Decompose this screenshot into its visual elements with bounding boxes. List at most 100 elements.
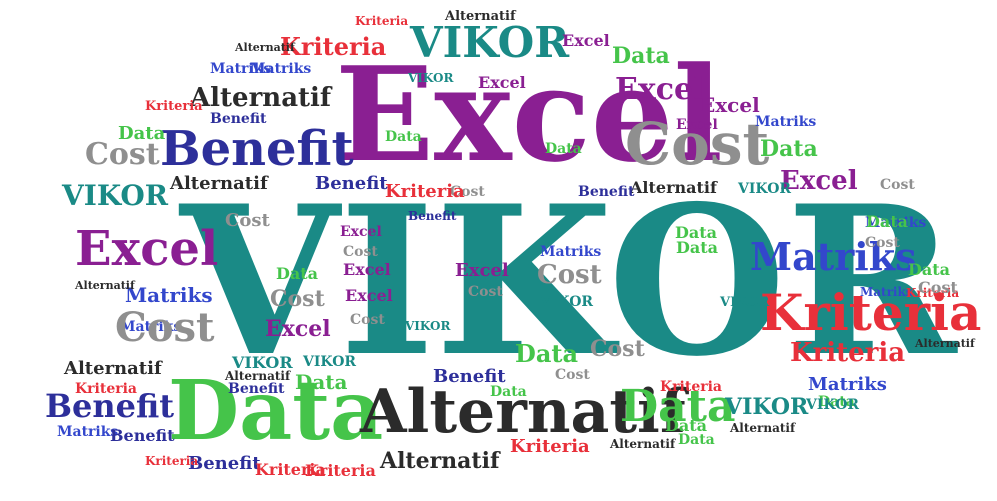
- word-cost: Cost: [225, 210, 270, 231]
- word-excel: Excel: [343, 260, 391, 279]
- word-benefit: Benefit: [210, 111, 267, 127]
- word-kriteria: Kriteria: [305, 461, 376, 480]
- word-vikor: VIKOR: [738, 181, 792, 197]
- word-vikor: VIKOR: [540, 294, 594, 310]
- word-data: Data: [490, 384, 527, 400]
- word-data: Data: [118, 123, 166, 144]
- word-matriks: Matriks: [755, 114, 817, 130]
- word-cost: Cost: [450, 184, 485, 200]
- word-benefit: Benefit: [228, 381, 285, 397]
- word-cost: Cost: [865, 235, 900, 251]
- word-data: Data: [168, 363, 384, 459]
- word-data: Data: [818, 394, 855, 410]
- word-cost: Cost: [918, 278, 958, 297]
- word-excel: Excel: [562, 31, 610, 50]
- word-benefit: Benefit: [45, 387, 175, 425]
- word-alternatif: Alternatif: [630, 178, 717, 197]
- word-alternatif: Alternatif: [610, 437, 676, 451]
- word-kriteria: Kriteria: [145, 99, 203, 114]
- word-data: Data: [385, 129, 422, 145]
- word-data: Data: [545, 141, 582, 157]
- word-alternatif: Alternatif: [75, 279, 135, 292]
- word-kriteria: Kriteria: [660, 379, 723, 395]
- word-alternatif: Alternatif: [235, 41, 295, 54]
- word-kriteria: Kriteria: [760, 283, 982, 342]
- word-excel: Excel: [780, 166, 858, 196]
- word-data: Data: [620, 381, 736, 432]
- word-data: Data: [908, 260, 950, 279]
- word-matriks: Matriks: [860, 285, 913, 299]
- word-alternatif: Alternatif: [190, 83, 332, 113]
- word-benefit: Benefit: [578, 184, 635, 200]
- word-cost: Cost: [350, 312, 385, 328]
- word-cost: Cost: [115, 304, 215, 351]
- word-alternatif: Alternatif: [915, 337, 975, 350]
- word-kriteria: Kriteria: [385, 181, 465, 202]
- word-matriks: Matriks: [540, 244, 602, 260]
- word-matriks: Matriks: [125, 283, 213, 307]
- word-alternatif: Alternatif: [445, 9, 516, 24]
- word-excel: Excel: [340, 224, 382, 240]
- word-matriks: Matriks: [120, 319, 182, 335]
- word-cost: Cost: [270, 286, 325, 312]
- word-vikor: VIKOR: [62, 179, 169, 212]
- word-vikor: VIKOR: [725, 394, 809, 420]
- word-cost: Cost: [343, 244, 378, 260]
- word-kriteria: Kriteria: [355, 14, 409, 28]
- word-cost: Cost: [590, 336, 645, 362]
- word-alternatif: Alternatif: [730, 421, 796, 435]
- word-excel: Excel: [478, 73, 526, 92]
- word-cost: Cost: [468, 284, 503, 300]
- word-benefit: Benefit: [408, 209, 457, 223]
- word-cost: Cost: [625, 110, 770, 178]
- word-benefit: Benefit: [110, 426, 175, 445]
- word-cost: Cost: [880, 177, 915, 193]
- word-excel: Excel: [700, 93, 760, 117]
- word-benefit: Benefit: [160, 121, 354, 177]
- word-vikor: VIKOR: [720, 295, 770, 310]
- word-matriks: Matriks: [210, 61, 272, 77]
- word-data: Data: [676, 238, 718, 257]
- word-excel: Excel: [345, 286, 393, 305]
- word-kriteria: Kriteria: [790, 338, 906, 368]
- word-data: Data: [665, 416, 707, 435]
- word-excel: Excel: [335, 38, 723, 191]
- word-vikor: VIKOR: [303, 354, 357, 370]
- word-vikor: VIKOR: [410, 18, 570, 67]
- word-data: Data: [612, 43, 670, 69]
- word-matriks: Matriks: [250, 61, 312, 77]
- word-matriks: Matriks: [865, 215, 927, 231]
- word-alternatif: Alternatif: [360, 377, 686, 447]
- word-excel: Excel: [676, 117, 718, 133]
- word-matriks: Matriks: [808, 374, 887, 395]
- word-excel: Excel: [615, 72, 705, 107]
- word-cost: Cost: [555, 367, 590, 383]
- word-vikor: VIKOR: [232, 353, 293, 372]
- word-data: Data: [515, 339, 578, 368]
- word-excel: Excel: [75, 221, 219, 277]
- word-matriks: Matriks: [57, 424, 119, 440]
- word-alternatif: Alternatif: [380, 448, 500, 474]
- word-benefit: Benefit: [188, 453, 261, 474]
- word-kriteria: Kriteria: [145, 454, 199, 468]
- word-data: Data: [678, 432, 715, 448]
- word-kriteria: Kriteria: [75, 381, 138, 397]
- word-vikor: VIKOR: [806, 397, 860, 413]
- word-benefit: Benefit: [315, 173, 388, 194]
- word-benefit: Benefit: [433, 366, 506, 387]
- word-alternatif: Alternatif: [225, 369, 291, 383]
- word-excel: Excel: [265, 316, 331, 342]
- word-cost: Cost: [537, 260, 602, 290]
- word-data: Data: [295, 370, 348, 394]
- word-kriteria: Kriteria: [255, 460, 326, 479]
- word-vikor: VIKOR: [408, 71, 454, 85]
- word-matriks: Matriks: [750, 234, 917, 279]
- word-cost: Cost: [85, 137, 160, 172]
- word-data: Data: [760, 136, 818, 162]
- word-vikor: VIKOR: [405, 319, 451, 333]
- word-kriteria: Kriteria: [280, 32, 387, 61]
- word-alternatif: Alternatif: [64, 358, 162, 379]
- word-data: Data: [866, 212, 908, 231]
- word-vikor: VIKOR: [180, 162, 957, 402]
